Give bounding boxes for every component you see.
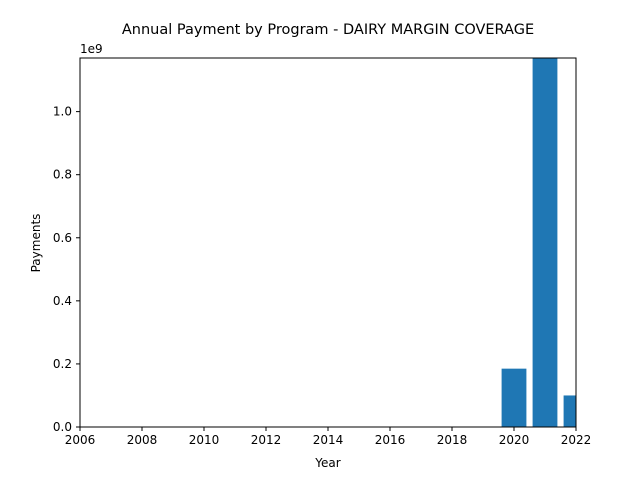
x-tick-label: 2006 — [65, 433, 96, 447]
bars-group — [501, 58, 576, 427]
bar-2020 — [501, 368, 527, 427]
y-offset-label: 1e9 — [80, 42, 103, 56]
y-tick-label: 0.8 — [53, 168, 72, 182]
x-tick-label: 2016 — [375, 433, 406, 447]
y-ticks-group: 0.0 0.2 0.4 0.6 0.8 1.0 — [53, 105, 80, 434]
y-tick-label: 0.6 — [53, 231, 72, 245]
x-ticks-group: 2006 2008 2010 2012 2014 2016 2018 2020 2022 — [65, 427, 592, 447]
bar-2022 — [563, 395, 576, 427]
x-tick-label: 2008 — [127, 433, 158, 447]
x-tick-label: 2012 — [251, 433, 282, 447]
x-axis-label: Year — [314, 456, 340, 470]
y-tick-label: 0.0 — [53, 420, 72, 434]
plot-frame — [79, 57, 577, 428]
x-tick-label: 2020 — [499, 433, 530, 447]
x-tick-label: 2022 — [561, 433, 592, 447]
bar-2021 — [532, 58, 558, 427]
y-tick-label: 1.0 — [53, 105, 72, 119]
y-tick-label: 0.4 — [53, 294, 72, 308]
x-tick-label: 2010 — [189, 433, 220, 447]
x-tick-label: 2014 — [313, 433, 344, 447]
chart-title: Annual Payment by Program - DAIRY MARGIN… — [122, 22, 534, 38]
y-axis-label: Payments — [29, 214, 43, 273]
x-tick-label: 2018 — [437, 433, 468, 447]
y-tick-label: 0.2 — [53, 357, 72, 371]
